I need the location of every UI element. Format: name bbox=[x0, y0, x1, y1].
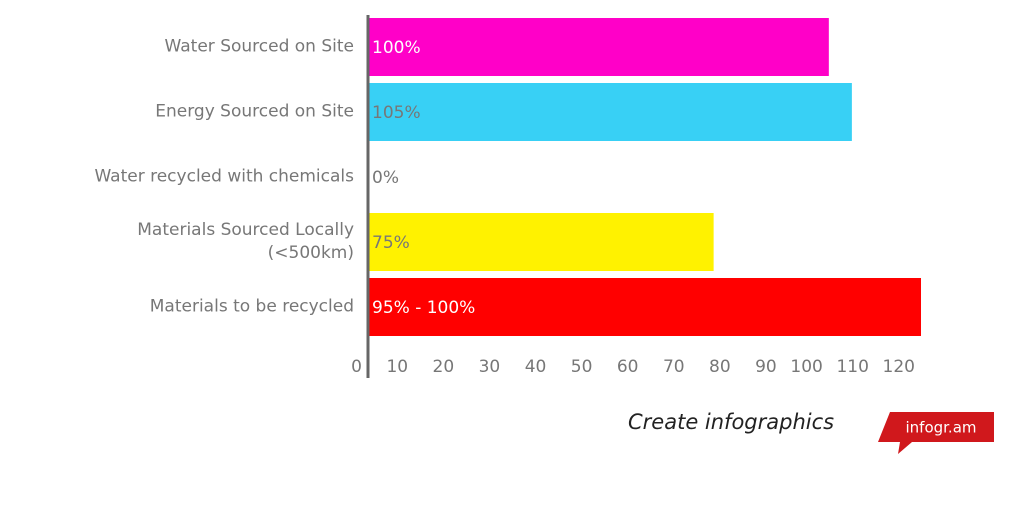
category-label: Energy Sourced on Site bbox=[155, 101, 354, 122]
x-tick-label: 110 bbox=[836, 357, 868, 377]
category-label: Water Sourced on Site bbox=[164, 36, 354, 57]
badge-shape bbox=[878, 412, 994, 454]
x-tick-label: 100 bbox=[790, 357, 822, 377]
value-label: 105% bbox=[372, 103, 421, 123]
value-label: 95% - 100% bbox=[372, 298, 475, 318]
x-tick-label: 30 bbox=[479, 357, 501, 377]
bar bbox=[368, 18, 829, 76]
value-label: 0% bbox=[372, 168, 399, 188]
x-tick-label: 90 bbox=[755, 357, 777, 377]
category-label: Materials to be recycled bbox=[149, 296, 354, 317]
x-tick-label: 50 bbox=[571, 357, 593, 377]
x-tick-label: 10 bbox=[386, 357, 408, 377]
x-tick-label: 70 bbox=[663, 357, 685, 377]
category-label: Water recycled with chemicals bbox=[94, 166, 354, 187]
x-tick-label: 20 bbox=[433, 357, 455, 377]
x-tick-label: 0 bbox=[351, 357, 362, 377]
badge-text[interactable]: infogr.am bbox=[905, 419, 976, 437]
value-label: 75% bbox=[372, 233, 410, 253]
category-label: Materials Sourced Locally (<500km) bbox=[137, 220, 354, 263]
x-tick-label: 120 bbox=[883, 357, 915, 377]
footer-text[interactable]: Create infographics bbox=[628, 410, 835, 434]
x-tick-label: 40 bbox=[525, 357, 547, 377]
x-tick-label: 80 bbox=[709, 357, 731, 377]
bar bbox=[368, 213, 714, 271]
bar bbox=[368, 83, 852, 141]
value-label: 100% bbox=[372, 38, 421, 58]
x-tick-label: 60 bbox=[617, 357, 639, 377]
bar bbox=[368, 278, 921, 336]
